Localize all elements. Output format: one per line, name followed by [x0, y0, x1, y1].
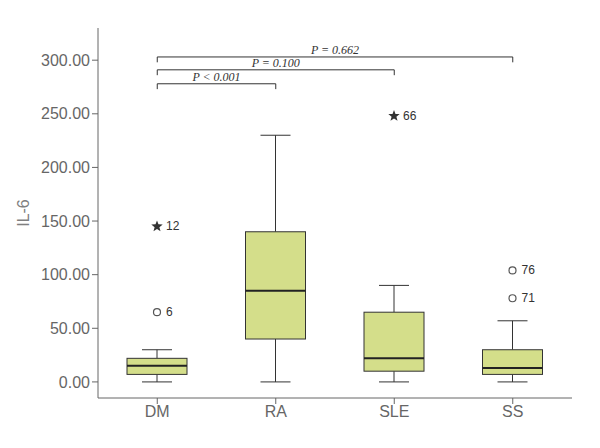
svg-text:50.00: 50.00 [50, 320, 90, 337]
svg-text:200.00: 200.00 [41, 159, 90, 176]
svg-text:150.00: 150.00 [41, 213, 90, 230]
svg-text:IL-6: IL-6 [15, 199, 32, 227]
svg-text:12: 12 [166, 219, 180, 233]
svg-text:SS: SS [502, 403, 523, 420]
svg-text:0.00: 0.00 [59, 374, 90, 391]
svg-text:71: 71 [522, 291, 536, 305]
svg-text:P = 0.100: P = 0.100 [251, 56, 300, 70]
svg-text:RA: RA [265, 403, 288, 420]
svg-text:250.00: 250.00 [41, 105, 90, 122]
svg-text:DM: DM [145, 403, 170, 420]
svg-text:100.00: 100.00 [41, 266, 90, 283]
svg-text:P = 0.662: P = 0.662 [310, 43, 359, 57]
svg-text:300.00: 300.00 [41, 52, 90, 69]
svg-text:76: 76 [522, 263, 536, 277]
svg-text:66: 66 [403, 109, 417, 123]
svg-text:6: 6 [166, 305, 173, 319]
svg-text:P < 0.001: P < 0.001 [191, 70, 240, 84]
svg-text:SLE: SLE [379, 403, 409, 420]
